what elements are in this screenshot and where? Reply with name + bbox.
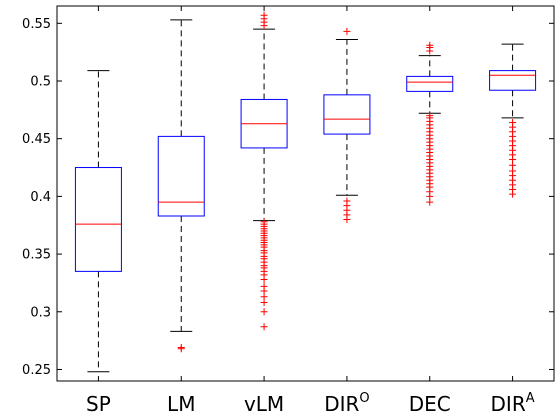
category-superscript: A bbox=[526, 391, 535, 406]
outlier-point bbox=[343, 27, 351, 35]
category-name: DIR bbox=[324, 392, 359, 416]
category-name: vLM bbox=[244, 392, 284, 416]
outlier-point bbox=[177, 345, 185, 353]
category-name: SP bbox=[86, 392, 111, 416]
x-category-label: DIRA bbox=[491, 391, 535, 416]
x-category-label: DEC bbox=[409, 392, 451, 416]
outlier-point bbox=[509, 119, 517, 127]
x-category-label: vLM bbox=[244, 392, 284, 416]
y-tick-label: 0.25 bbox=[22, 363, 51, 378]
x-category-label: LM bbox=[167, 392, 195, 416]
outlier-point bbox=[260, 323, 268, 331]
box bbox=[74, 167, 122, 272]
x-category-label: SP bbox=[86, 392, 111, 416]
category-name: DIR bbox=[491, 392, 526, 416]
y-tick-label: 0.3 bbox=[30, 305, 51, 320]
box bbox=[406, 75, 454, 92]
outlier-point bbox=[260, 282, 268, 290]
y-tick-label: 0.5 bbox=[30, 75, 51, 90]
outlier-point bbox=[260, 218, 268, 226]
plot-frame bbox=[56, 5, 555, 382]
outlier-point bbox=[260, 11, 268, 19]
category-name: DEC bbox=[409, 392, 451, 416]
box bbox=[489, 70, 537, 91]
category-superscript: O bbox=[359, 391, 369, 406]
outlier-point bbox=[343, 197, 351, 205]
box bbox=[323, 94, 371, 135]
outlier-point bbox=[426, 41, 434, 49]
outlier-point bbox=[260, 308, 268, 316]
y-tick-label: 0.4 bbox=[30, 190, 51, 205]
box bbox=[157, 135, 205, 217]
y-tick-label: 0.35 bbox=[22, 248, 51, 263]
y-tick-label: 0.55 bbox=[22, 17, 51, 32]
y-tick-label: 0.45 bbox=[22, 132, 51, 147]
category-name: LM bbox=[167, 392, 195, 416]
outlier-point bbox=[426, 112, 434, 120]
x-category-label: DIRO bbox=[324, 391, 369, 416]
